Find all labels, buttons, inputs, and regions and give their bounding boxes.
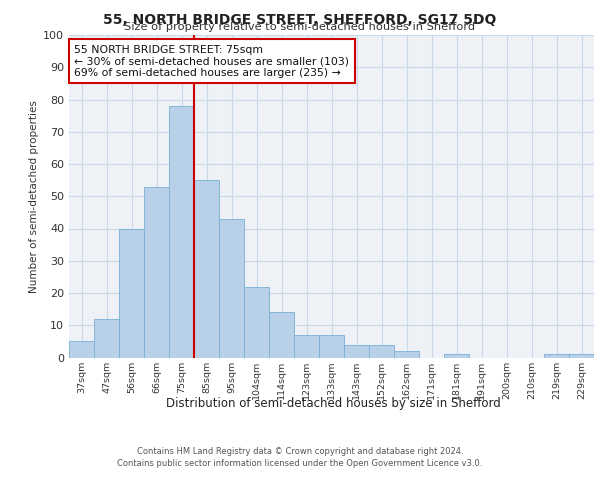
- Bar: [294, 335, 319, 357]
- Bar: [219, 219, 244, 358]
- Text: 55, NORTH BRIDGE STREET, SHEFFORD, SG17 5DQ: 55, NORTH BRIDGE STREET, SHEFFORD, SG17 …: [103, 12, 497, 26]
- Text: 55 NORTH BRIDGE STREET: 75sqm
← 30% of semi-detached houses are smaller (103)
69: 55 NORTH BRIDGE STREET: 75sqm ← 30% of s…: [74, 44, 349, 78]
- Bar: [569, 354, 594, 358]
- Bar: [319, 335, 344, 357]
- Bar: [269, 312, 294, 358]
- Text: Distribution of semi-detached houses by size in Shefford: Distribution of semi-detached houses by …: [166, 398, 500, 410]
- Y-axis label: Number of semi-detached properties: Number of semi-detached properties: [29, 100, 39, 292]
- Bar: [244, 286, 269, 358]
- Bar: [394, 351, 419, 358]
- Bar: [94, 319, 119, 358]
- Bar: [369, 344, 394, 358]
- Bar: [144, 186, 169, 358]
- Text: Contains HM Land Registry data © Crown copyright and database right 2024.: Contains HM Land Registry data © Crown c…: [137, 448, 463, 456]
- Bar: [344, 344, 369, 358]
- Bar: [444, 354, 469, 358]
- Bar: [194, 180, 219, 358]
- Text: Size of property relative to semi-detached houses in Shefford: Size of property relative to semi-detach…: [124, 22, 476, 32]
- Bar: [544, 354, 569, 358]
- Text: Contains public sector information licensed under the Open Government Licence v3: Contains public sector information licen…: [118, 459, 482, 468]
- Bar: [119, 228, 144, 358]
- Bar: [69, 342, 94, 357]
- Bar: [169, 106, 194, 358]
